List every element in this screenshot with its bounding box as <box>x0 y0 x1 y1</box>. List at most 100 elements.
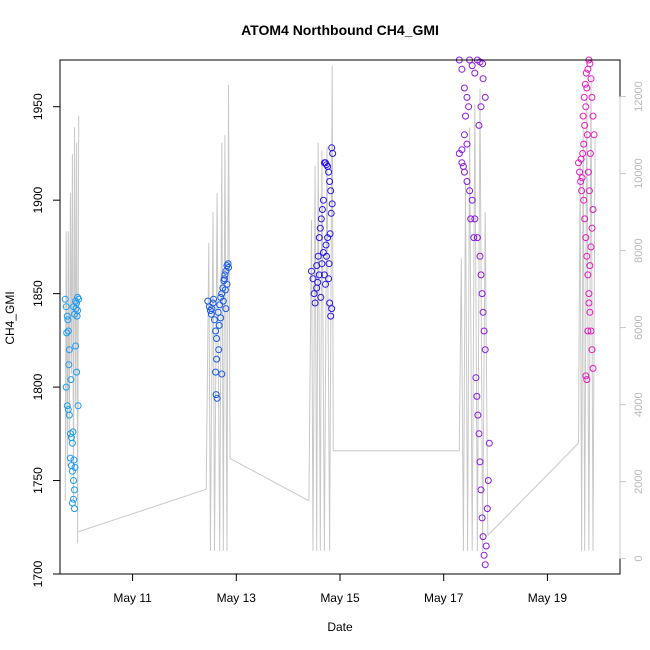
data-point <box>311 299 319 307</box>
data-point <box>582 372 590 380</box>
data-point <box>463 178 471 185</box>
data-point <box>583 84 591 92</box>
data-point <box>588 346 596 354</box>
data-point <box>66 454 74 462</box>
data-point <box>72 305 80 313</box>
data-point <box>327 209 335 217</box>
data-point <box>463 93 471 101</box>
data-point <box>317 215 325 223</box>
data-point <box>583 131 591 139</box>
data-point <box>213 394 221 402</box>
data-point <box>477 271 485 279</box>
data-point <box>586 308 594 316</box>
data-point <box>468 196 476 204</box>
data-point <box>590 131 598 139</box>
data-point <box>477 103 485 111</box>
data-point <box>481 561 489 569</box>
data-point <box>225 264 232 271</box>
data-point <box>463 140 471 148</box>
data-point <box>582 103 590 111</box>
data-point <box>466 187 474 195</box>
data-point <box>317 293 325 301</box>
data-point <box>69 428 77 436</box>
y-axis-label: CH4_GMI <box>3 291 17 344</box>
data-point <box>328 305 336 313</box>
data-point <box>576 168 584 176</box>
data-point <box>482 542 490 550</box>
data-point <box>63 312 71 320</box>
data-point <box>585 299 593 307</box>
data-point <box>214 308 222 316</box>
altitude-connector <box>78 488 207 533</box>
data-point <box>587 243 595 251</box>
data-point <box>220 275 228 283</box>
data-point <box>586 60 594 68</box>
data-point <box>327 312 335 320</box>
data-point <box>325 275 333 283</box>
data-point <box>310 290 318 298</box>
chart-title: ATOM4 Northbound CH4_GMI <box>241 22 439 38</box>
data-point <box>74 402 82 410</box>
data-point <box>319 196 327 204</box>
data-point <box>586 262 594 270</box>
data-point <box>318 260 326 268</box>
data-point <box>581 80 589 88</box>
altitude-profile-2 <box>205 84 231 551</box>
y-tick-label: 1700 <box>31 560 45 587</box>
altitude-connector <box>229 458 310 502</box>
data-point <box>72 342 80 350</box>
data-point <box>471 215 479 223</box>
data-point <box>588 93 596 101</box>
data-point <box>460 84 468 92</box>
data-point <box>316 224 324 232</box>
data-point <box>221 286 229 294</box>
data-point <box>470 234 478 242</box>
data-point <box>64 316 72 324</box>
data-point <box>315 271 323 279</box>
x-tick-label: May 17 <box>424 591 464 605</box>
data-point <box>208 305 216 313</box>
data-point <box>476 252 484 260</box>
data-point <box>577 178 585 185</box>
data-point <box>217 314 225 322</box>
data-point <box>479 308 487 316</box>
data-point <box>589 364 597 372</box>
data-point <box>478 290 486 298</box>
y-tick-label: 1800 <box>31 373 45 400</box>
y2-axis-altitude: 0 2000 4000 6000 8000 10000 12000 <box>619 81 645 562</box>
data-point <box>64 327 72 335</box>
data-point <box>481 346 489 354</box>
data-point <box>328 200 336 208</box>
data-point <box>581 215 589 223</box>
data-point <box>224 260 232 268</box>
data-point <box>221 271 229 279</box>
data-point <box>580 196 588 204</box>
altitude-profile-1 <box>64 115 80 544</box>
data-point <box>218 370 226 378</box>
data-point <box>471 69 479 77</box>
data-point <box>212 391 220 399</box>
data-point <box>63 329 71 337</box>
data-point <box>325 168 333 176</box>
altitude-layer <box>64 65 596 551</box>
data-point <box>210 295 217 303</box>
x-axis-label: Date <box>327 620 353 634</box>
y-tick-label: 1850 <box>31 280 45 307</box>
data-point <box>584 168 592 176</box>
data-point <box>71 486 78 494</box>
data-point <box>71 464 79 471</box>
data-point <box>584 327 592 335</box>
data-point <box>318 206 326 213</box>
x-axis: May 11 May 13 May 15 May 17 May 19 <box>113 573 568 605</box>
x-tick-label: May 19 <box>528 591 568 605</box>
data-point <box>584 271 592 279</box>
data-point <box>212 368 220 376</box>
data-point <box>484 477 492 484</box>
data-point <box>216 301 224 309</box>
data-point <box>583 252 591 260</box>
data-point <box>472 374 480 382</box>
y2-tick-label: 12000 <box>633 81 645 112</box>
data-point <box>468 62 476 70</box>
data-point <box>578 187 586 195</box>
